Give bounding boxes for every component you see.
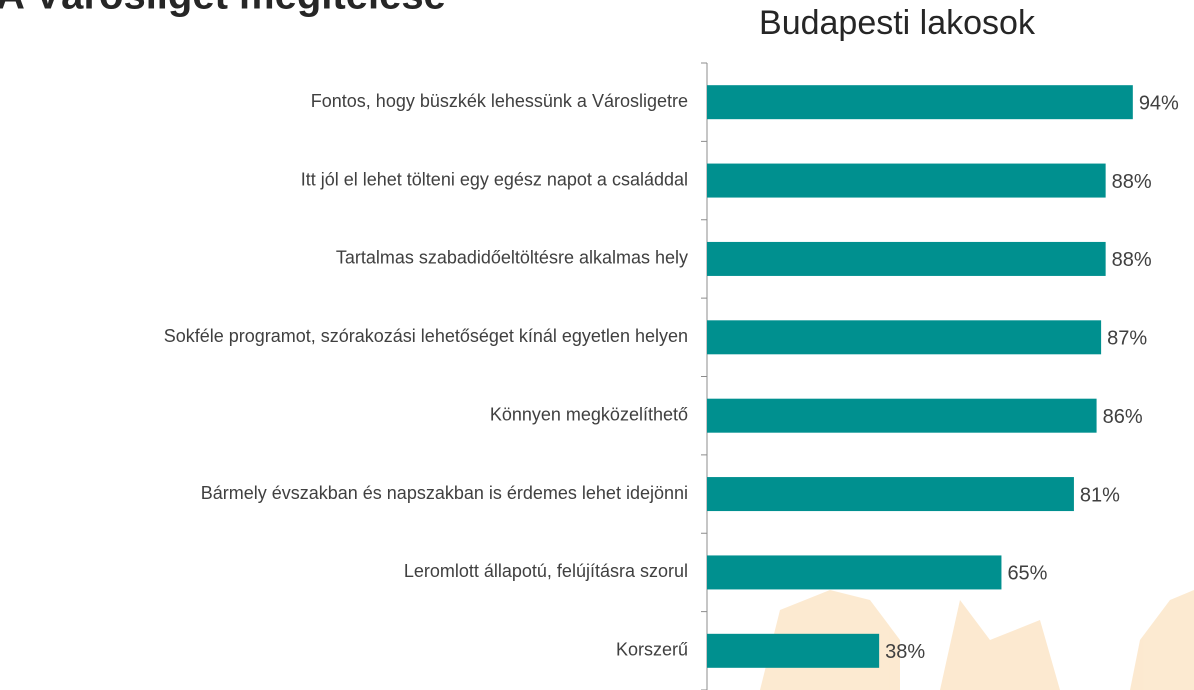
bar [707,85,1133,120]
value-label: 38% [885,641,925,663]
chart-subtitle: Budapesti lakosok [759,4,1036,42]
value-label: 81% [1080,484,1120,506]
category-label: Itt jól el lehet tölteni egy egész napot… [301,169,688,189]
value-label: 94% [1139,92,1179,114]
bar [707,398,1097,433]
bar [707,241,1106,276]
bar [707,633,880,668]
value-label: 88% [1112,171,1152,193]
value-label: 87% [1107,328,1147,350]
category-label: Könnyen megközelíthető [490,404,688,424]
category-label: Bármely évszakban és napszakban is érdem… [201,483,688,503]
bar [707,555,1002,590]
value-label: 86% [1103,406,1143,428]
value-label: 65% [1007,563,1047,585]
category-label: Fontos, hogy büszkék lehessünk a Városli… [311,91,688,111]
value-label: 88% [1112,249,1152,271]
bar [707,477,1074,512]
bar [707,163,1106,198]
category-label: Leromlott állapotú, felújításra szorul [404,561,688,581]
bar [707,320,1102,355]
category-label: Korszerű [616,640,688,660]
category-label: Sokféle programot, szórakozási lehetőség… [164,326,688,346]
chart-title: A Városliget megítélése [0,0,446,18]
category-label: Tartalmas szabadidőeltöltésre alkalmas h… [336,248,688,268]
